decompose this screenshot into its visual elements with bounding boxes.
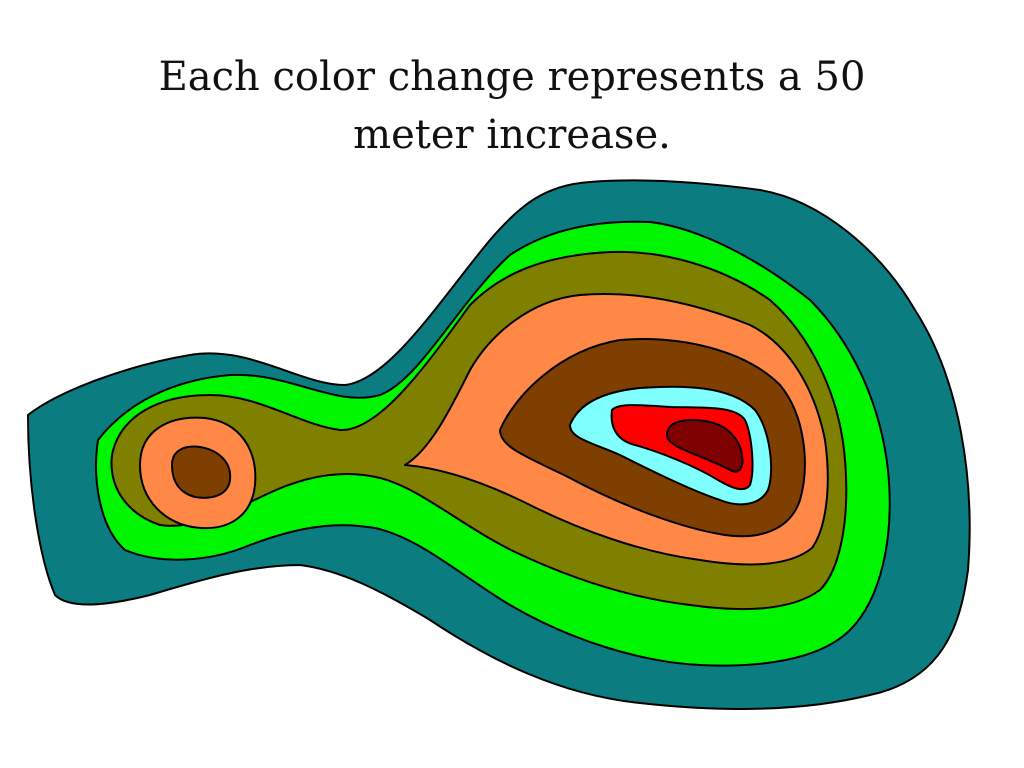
contour-level-8 (665, 419, 744, 473)
contour-level-5-small-hill (171, 445, 232, 499)
title-line-2: meter increase. (353, 112, 671, 158)
slide-title: Each color change represents a 50 meter … (0, 48, 1024, 164)
title-line-1: Each color change represents a 50 (158, 54, 866, 100)
